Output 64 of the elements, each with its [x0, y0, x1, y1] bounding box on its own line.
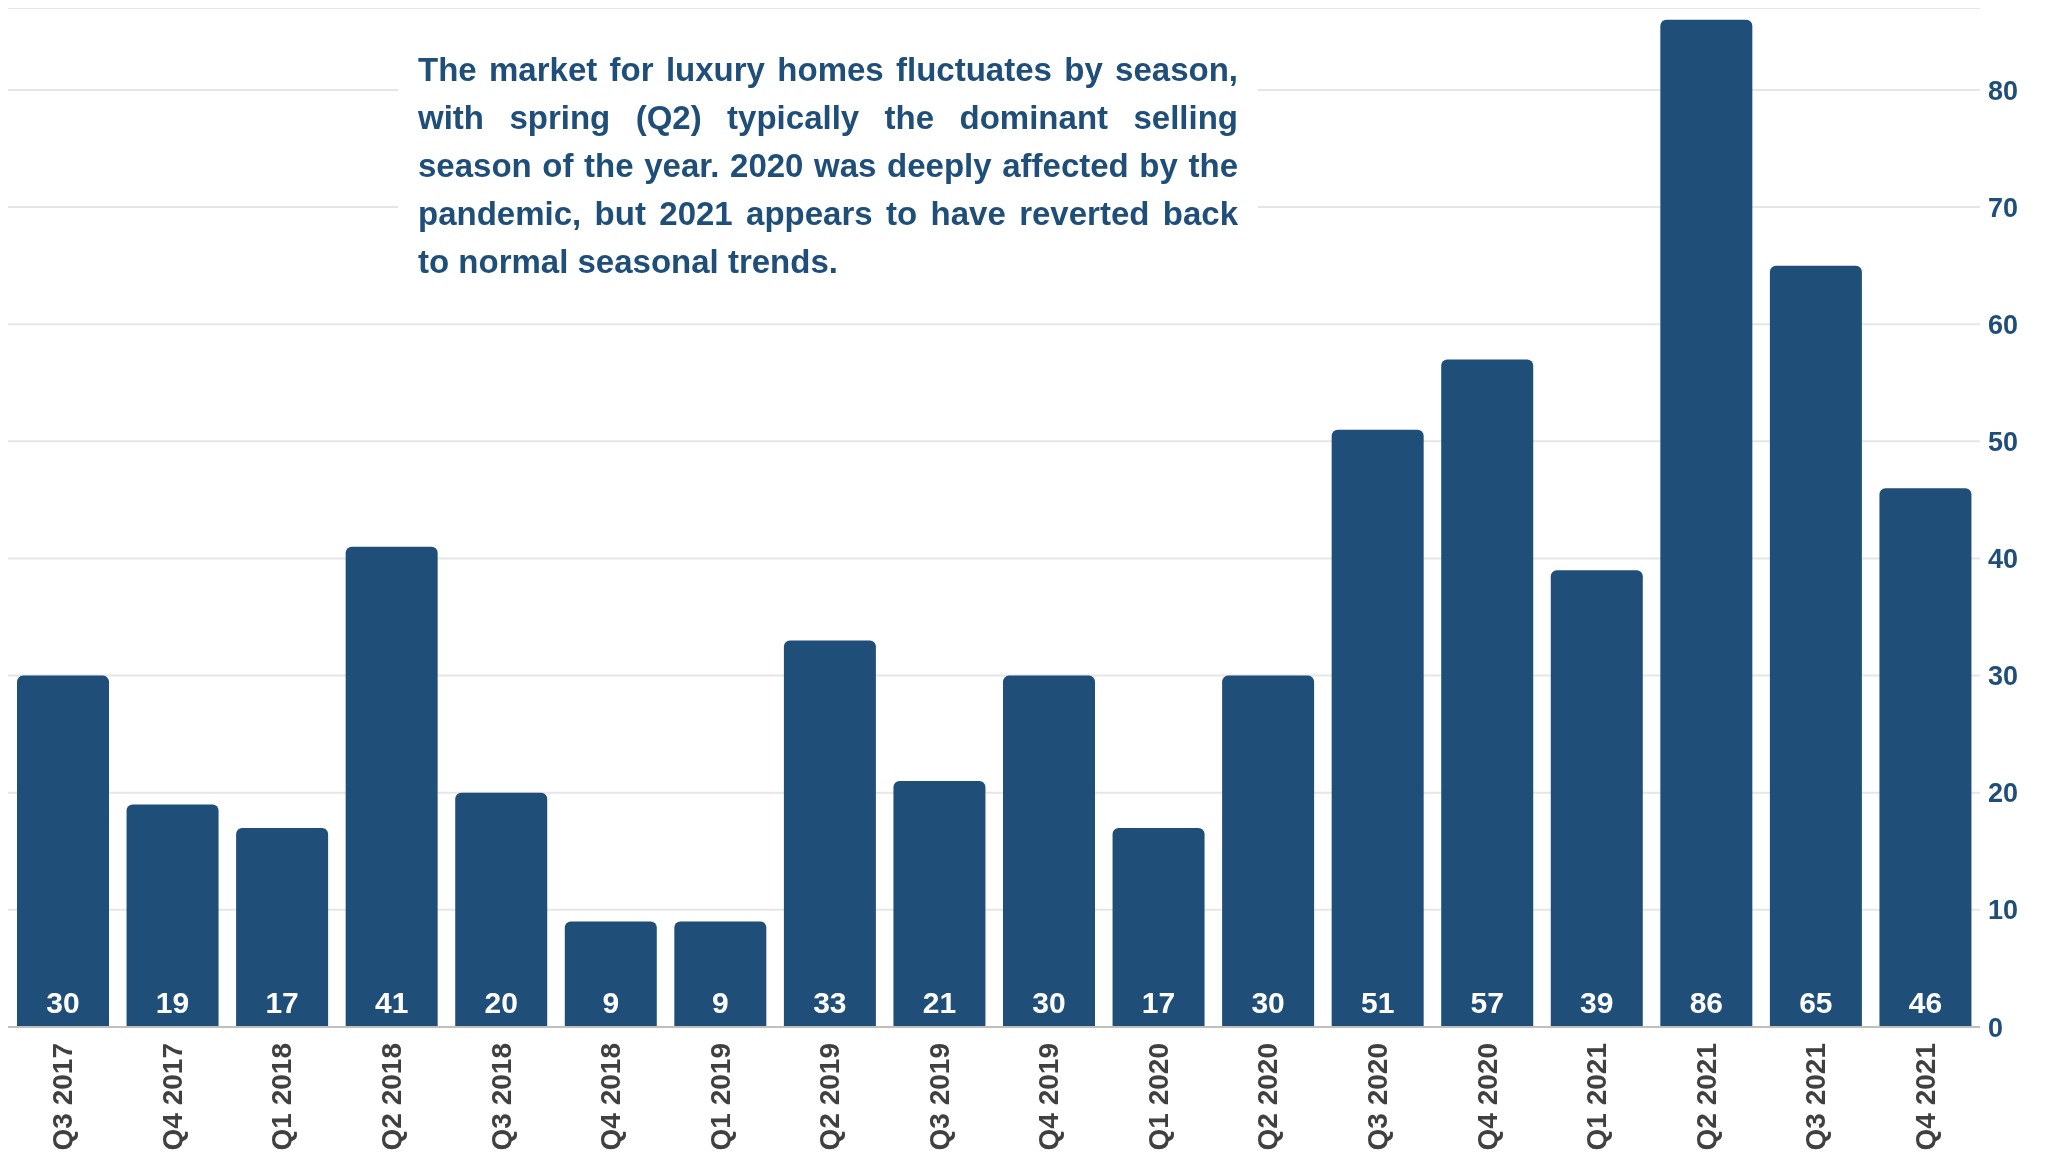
bar [674, 921, 767, 1027]
y-tick-label: 10 [1988, 895, 2019, 926]
y-tick-label: 0 [1988, 1012, 2004, 1043]
data-label: 17 [1141, 986, 1176, 1019]
x-tick-label: Q3 2017 [47, 1043, 79, 1151]
bar [564, 921, 657, 1027]
bar [17, 675, 109, 1027]
data-label: 21 [922, 986, 957, 1019]
data-label: 30 [1251, 986, 1285, 1019]
x-tick-label: Q3 2018 [485, 1043, 517, 1151]
data-label: 20 [484, 986, 518, 1019]
x-tick-label: Q4 2021 [1909, 1043, 1941, 1151]
bar [1769, 265, 1862, 1027]
bar [126, 804, 219, 1027]
data-label: 39 [1580, 986, 1614, 1019]
y-tick-label: 30 [1988, 661, 2019, 692]
data-label: 46 [1908, 986, 1943, 1019]
x-tick-label: Q4 2020 [1471, 1043, 1503, 1151]
data-label: 19 [155, 986, 190, 1019]
bar [1660, 19, 1753, 1027]
x-tick-label: Q1 2019 [704, 1043, 736, 1151]
data-label: 41 [374, 986, 409, 1019]
data-label: 57 [1470, 986, 1504, 1019]
y-tick-label: 60 [1988, 309, 2019, 340]
data-label: 30 [46, 986, 80, 1019]
data-label: 17 [265, 986, 299, 1019]
x-tick-label: Q1 2018 [266, 1043, 298, 1151]
data-label: 33 [813, 986, 847, 1019]
bar [1331, 429, 1424, 1027]
x-tick-label: Q2 2019 [814, 1043, 846, 1151]
bar [1222, 675, 1315, 1027]
bar [893, 781, 986, 1027]
x-tick-label: Q2 2020 [1252, 1043, 1284, 1151]
x-tick-label: Q4 2019 [1033, 1043, 1065, 1151]
x-tick-label: Q4 2017 [156, 1043, 188, 1151]
x-tick-label: Q1 2020 [1142, 1043, 1174, 1151]
y-tick-label: 20 [1988, 778, 2019, 809]
annotation: The market for luxury homes fluctuates by season, with spring (Q2) typically the dominant selling season of the year. 2020 was deeply affected by the pandemic, but 2021 appears to have reverted back to normal seasonal trends. [398, 46, 1258, 286]
y-tick-label: 80 [1988, 75, 2019, 106]
bar [783, 640, 876, 1027]
data-label: 86 [1689, 986, 1724, 1019]
x-tick-label: Q3 2020 [1361, 1043, 1393, 1151]
x-tick-label: Q3 2019 [923, 1043, 955, 1151]
bar [1112, 827, 1205, 1027]
y-tick-label: 70 [1988, 192, 2019, 223]
x-tick-label: Q1 2021 [1581, 1043, 1613, 1151]
data-label: 65 [1799, 986, 1833, 1019]
data-label: 9 [711, 986, 729, 1019]
x-tick-label: Q4 2018 [595, 1043, 627, 1151]
bar [345, 546, 438, 1027]
x-tick-label: Q2 2018 [375, 1043, 407, 1151]
bar [1003, 675, 1095, 1027]
data-label: 9 [602, 986, 620, 1019]
data-label: 30 [1032, 986, 1066, 1019]
x-tick-label: Q2 2021 [1690, 1043, 1722, 1151]
bar [1550, 570, 1643, 1027]
y-tick-label: 50 [1988, 426, 2019, 457]
bar [1879, 488, 1972, 1027]
bar [236, 827, 329, 1027]
data-label: 51 [1360, 986, 1395, 1019]
y-tick-label: 40 [1988, 544, 2019, 575]
bar [1441, 359, 1534, 1027]
bar [455, 792, 548, 1027]
x-tick-label: Q3 2021 [1800, 1043, 1832, 1151]
